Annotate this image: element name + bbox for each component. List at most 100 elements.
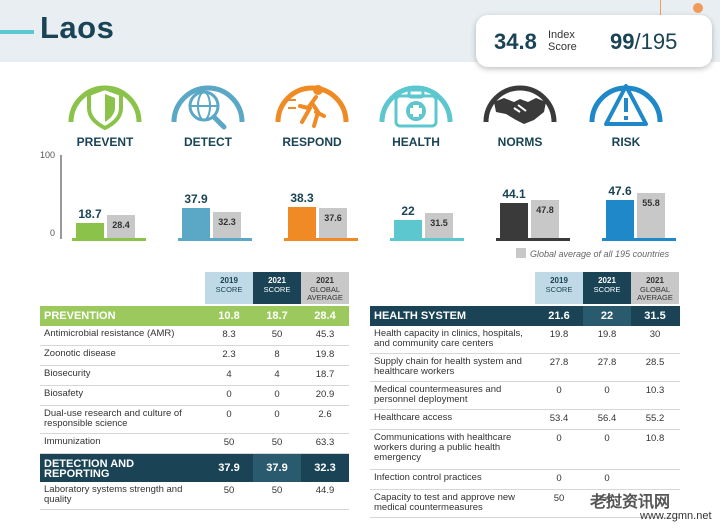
column-header-sub: SCORE	[263, 284, 291, 294]
legend-label: Global average of all 195 countries	[530, 249, 670, 259]
bar-health-global-label: 31.5	[430, 217, 448, 228]
index-score-label: Index Score	[548, 29, 577, 53]
row-value-2021: 50	[271, 437, 283, 448]
category-respond: RESPOND	[262, 72, 362, 152]
row-label: PREVENTION	[44, 310, 116, 322]
row-label: Communications with healthcare workers d…	[374, 432, 512, 463]
row-value-2019: 50	[223, 485, 235, 496]
row-value-global: 31.5	[644, 310, 666, 322]
table-row: Healthcare access 53.4 56.4 55.2	[370, 410, 680, 430]
column-header-sub: GLOBAL	[639, 284, 670, 294]
row-value-2019: 8.3	[222, 329, 236, 340]
column-header-year: 2019	[550, 276, 568, 285]
category-label: PREVENT	[76, 135, 134, 149]
warning-icon	[589, 84, 663, 126]
row-value-2019: 0	[226, 409, 232, 420]
row-value-2019: 50	[223, 437, 235, 448]
baseline-detect	[178, 238, 252, 241]
running-person-icon	[275, 85, 349, 128]
category-label: HEALTH	[392, 135, 440, 149]
watermark-url: www.zgmn.net	[640, 510, 712, 522]
table-row: Health capacity in clinics, hospitals, a…	[370, 326, 680, 354]
row-label: Immunization	[44, 436, 101, 447]
index-score-value: 34.8	[494, 29, 537, 54]
category-risk: RISK	[576, 72, 676, 152]
bar-risk-global-label: 55.8	[642, 198, 660, 209]
bar-respond-global-label: 37.6	[324, 212, 342, 223]
baseline-health	[390, 238, 464, 241]
rank-value: 99	[610, 29, 635, 54]
bar-risk-score-label: 47.6	[608, 183, 632, 198]
row-value-2021: 27.8	[597, 357, 617, 368]
bar-respond-score	[288, 207, 316, 238]
rank-total: /195	[634, 29, 678, 54]
row-label: Dual-use research and culture of respons…	[44, 408, 182, 429]
bar-health-score-label: 22	[401, 204, 415, 219]
row-value-2021: 0	[274, 389, 280, 400]
row-label: Infection control practices	[374, 472, 482, 483]
decorative-line	[660, 0, 720, 26]
row-label: Biosafety	[44, 388, 84, 399]
bar-detect-global	[213, 212, 241, 238]
bar-detect-global-label: 32.3	[218, 217, 236, 228]
category-label: RESPOND	[282, 135, 342, 149]
category-health: HEALTH	[366, 72, 466, 152]
column-header-sub: SCORE	[545, 284, 573, 294]
row-label: Laboratory systems strength and quality	[44, 484, 183, 505]
row-value-global: 2.6	[318, 409, 332, 420]
bar-prevent-score	[76, 223, 104, 238]
section-row: DETECTION AND REPORTING 37.9 37.9 32.3	[40, 454, 349, 482]
bar-health-global	[425, 212, 453, 238]
bar-norms-score	[500, 202, 528, 238]
row-value-2021: 0	[274, 409, 280, 420]
column-header-sub2: AVERAGE	[637, 293, 673, 302]
row-value-2021: 37.9	[253, 454, 301, 482]
category-detect: DETECT	[158, 72, 258, 152]
bar-norms-global	[531, 199, 559, 238]
row-label: Zoonotic disease	[44, 348, 116, 359]
column-header-2021-global-average: 2021 GLOBAL AVERAGE	[631, 272, 679, 304]
row-label: Biosecurity	[44, 368, 91, 379]
table-row: Laboratory systems strength and quality 5…	[40, 482, 349, 510]
category-prevent: PREVENT	[55, 72, 155, 152]
column-header-sub: SCORE	[215, 284, 243, 294]
shield-icon	[68, 85, 142, 131]
medical-kit-icon	[379, 85, 453, 128]
table-row: Infection control practices 0 0	[370, 470, 680, 490]
bar-respond-score-label: 38.3	[290, 191, 314, 206]
column-header-year: 2021	[268, 276, 286, 285]
bar-prevent-global	[107, 215, 135, 238]
row-value-global: 10.8	[645, 433, 665, 444]
row-value-2021: 4	[274, 369, 280, 380]
row-value-2021: 50	[271, 485, 283, 496]
row-value-global: 28.4	[314, 310, 336, 322]
row-label: Medical countermeasures and personnel de…	[374, 384, 502, 405]
column-header-year: 2021	[316, 276, 334, 285]
table-row: Antimicrobial resistance (AMR) 8.3 50 45.3	[40, 326, 349, 346]
row-label: HEALTH SYSTEM	[374, 310, 467, 322]
table-row: Capacity to test and approve new medical…	[370, 490, 680, 518]
row-value-global: 30	[649, 329, 661, 340]
column-header-2021-score: 2021 SCORE	[583, 272, 631, 304]
row-value-2021: 19.8	[597, 329, 617, 340]
row-value-global: 19.8	[315, 349, 335, 360]
row-label: Capacity to test and approve new medical…	[374, 492, 516, 513]
column-header-2019-score: 2019 SCORE	[535, 272, 583, 304]
chart-legend: Global average of all 195 countries	[516, 248, 669, 259]
category-label: RISK	[611, 135, 641, 149]
column-header-year: 2021	[646, 276, 664, 285]
page-title: Laos	[40, 10, 115, 45]
bar-detect-score	[182, 207, 210, 238]
y-tick-0: 0	[50, 228, 56, 238]
row-value-global: 45.3	[315, 329, 335, 340]
bar-prevent-global-label: 28.4	[112, 220, 130, 231]
row-value-2021: 8	[274, 349, 280, 360]
bar-health-score	[394, 220, 422, 238]
row-value-2021: 50	[601, 493, 613, 504]
row-value-2019: 2.3	[222, 349, 236, 360]
column-header-2021-score: 2021 SCORE	[253, 272, 301, 304]
table-row: Dual-use research and culture of respons…	[40, 406, 349, 434]
table-row: Biosecurity 4 4 18.7	[40, 366, 349, 386]
row-value-global: 44.9	[315, 485, 335, 496]
row-value-2021: 18.7	[266, 310, 288, 322]
